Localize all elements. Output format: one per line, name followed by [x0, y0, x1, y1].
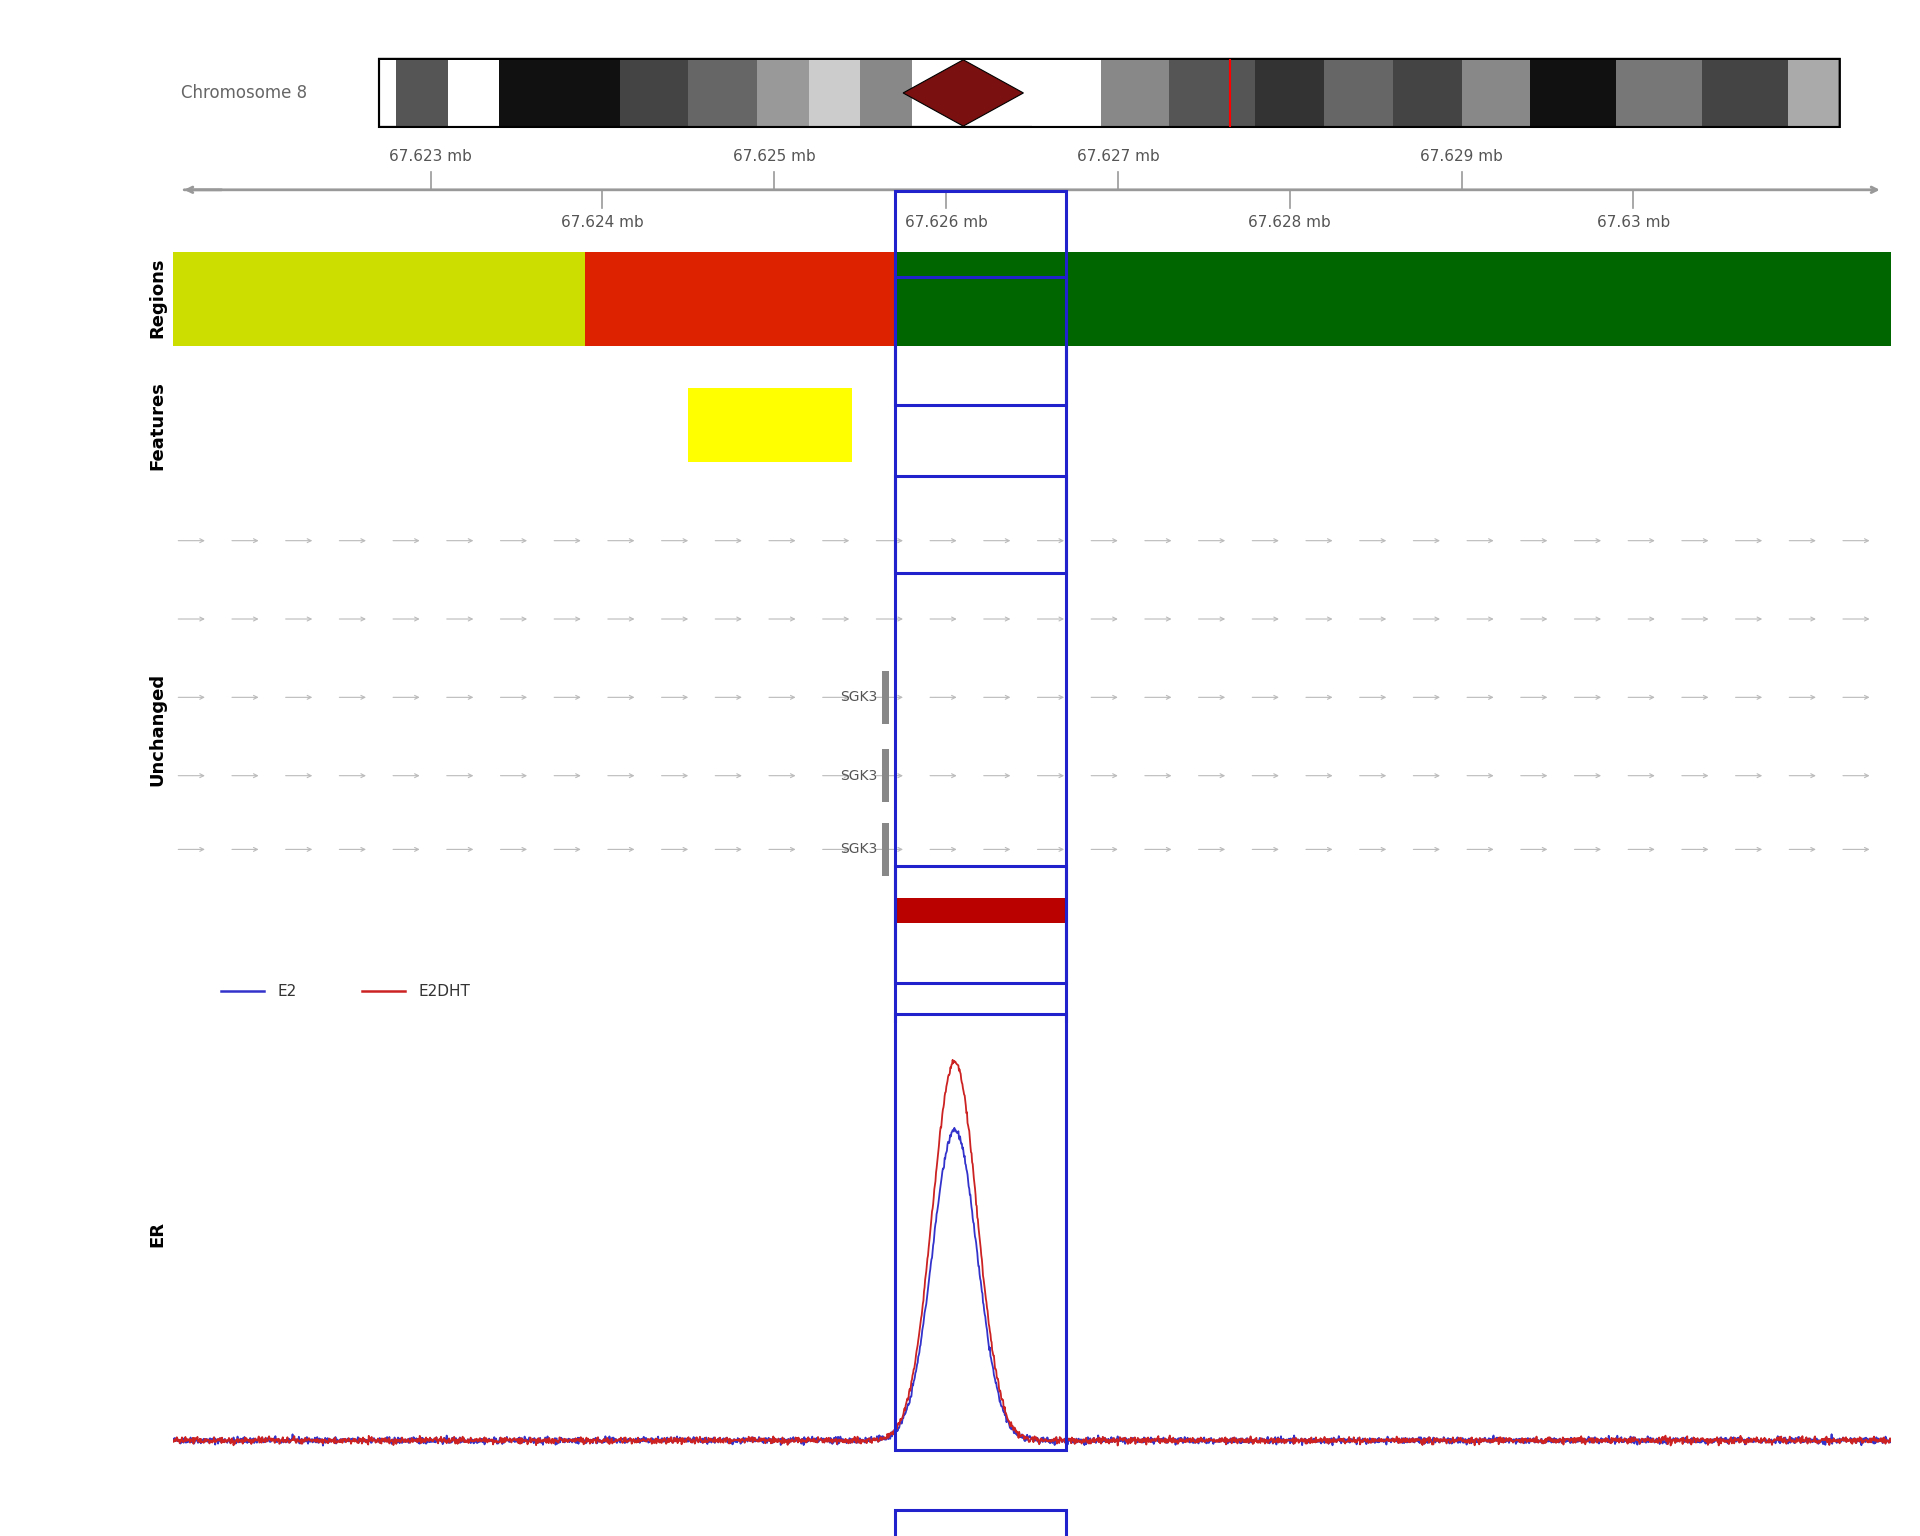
Bar	[689, 389, 852, 462]
Bar	[1617, 60, 1703, 126]
Bar	[689, 60, 756, 126]
Text: Regions: Regions	[148, 258, 165, 338]
Bar	[1100, 60, 1169, 126]
Bar	[447, 60, 499, 126]
Bar	[1530, 60, 1617, 126]
Bar	[1325, 60, 1392, 126]
Text: 67.629 mb: 67.629 mb	[1421, 149, 1503, 164]
Text: SGK3: SGK3	[841, 842, 877, 857]
Text: E2: E2	[278, 983, 298, 998]
Text: 67.628 mb: 67.628 mb	[1248, 215, 1331, 230]
Bar	[883, 671, 889, 723]
Bar	[895, 1014, 1066, 1450]
Text: 67.625 mb: 67.625 mb	[733, 149, 816, 164]
Text: 67.63 mb: 67.63 mb	[1597, 215, 1670, 230]
Bar	[895, 276, 1066, 573]
FancyBboxPatch shape	[378, 58, 1839, 127]
Bar	[1256, 60, 1325, 126]
Bar	[895, 866, 1066, 1117]
Bar	[173, 252, 586, 346]
Bar	[895, 897, 1066, 923]
Bar	[808, 60, 860, 126]
Bar	[860, 60, 912, 126]
Bar	[586, 252, 895, 346]
Text: SGK3: SGK3	[841, 690, 877, 705]
Bar	[499, 60, 620, 126]
Bar	[1461, 60, 1530, 126]
Text: 67.626 mb: 67.626 mb	[904, 215, 987, 230]
Text: E2DHT: E2DHT	[419, 983, 470, 998]
Text: Features: Features	[148, 381, 165, 470]
Bar	[883, 750, 889, 802]
Text: 67.623 mb: 67.623 mb	[390, 149, 472, 164]
Text: SGK3: SGK3	[841, 768, 877, 783]
Polygon shape	[902, 60, 1023, 126]
Bar	[756, 60, 808, 126]
Bar	[895, 252, 1891, 346]
Bar	[1392, 60, 1461, 126]
Bar	[883, 823, 889, 876]
Bar	[1788, 60, 1839, 126]
Bar	[620, 60, 687, 126]
Text: 67.627 mb: 67.627 mb	[1077, 149, 1160, 164]
Bar	[396, 60, 447, 126]
Bar	[1703, 60, 1788, 126]
Bar	[895, 190, 1066, 404]
Bar	[895, 1510, 1066, 1536]
Text: ER: ER	[148, 1221, 165, 1247]
Bar	[1169, 60, 1256, 126]
Text: 67.624 mb: 67.624 mb	[561, 215, 643, 230]
Bar	[895, 476, 1066, 983]
Bar	[1033, 60, 1100, 126]
Text: Chromosome 8: Chromosome 8	[180, 84, 307, 101]
Text: Unchanged: Unchanged	[148, 673, 165, 786]
